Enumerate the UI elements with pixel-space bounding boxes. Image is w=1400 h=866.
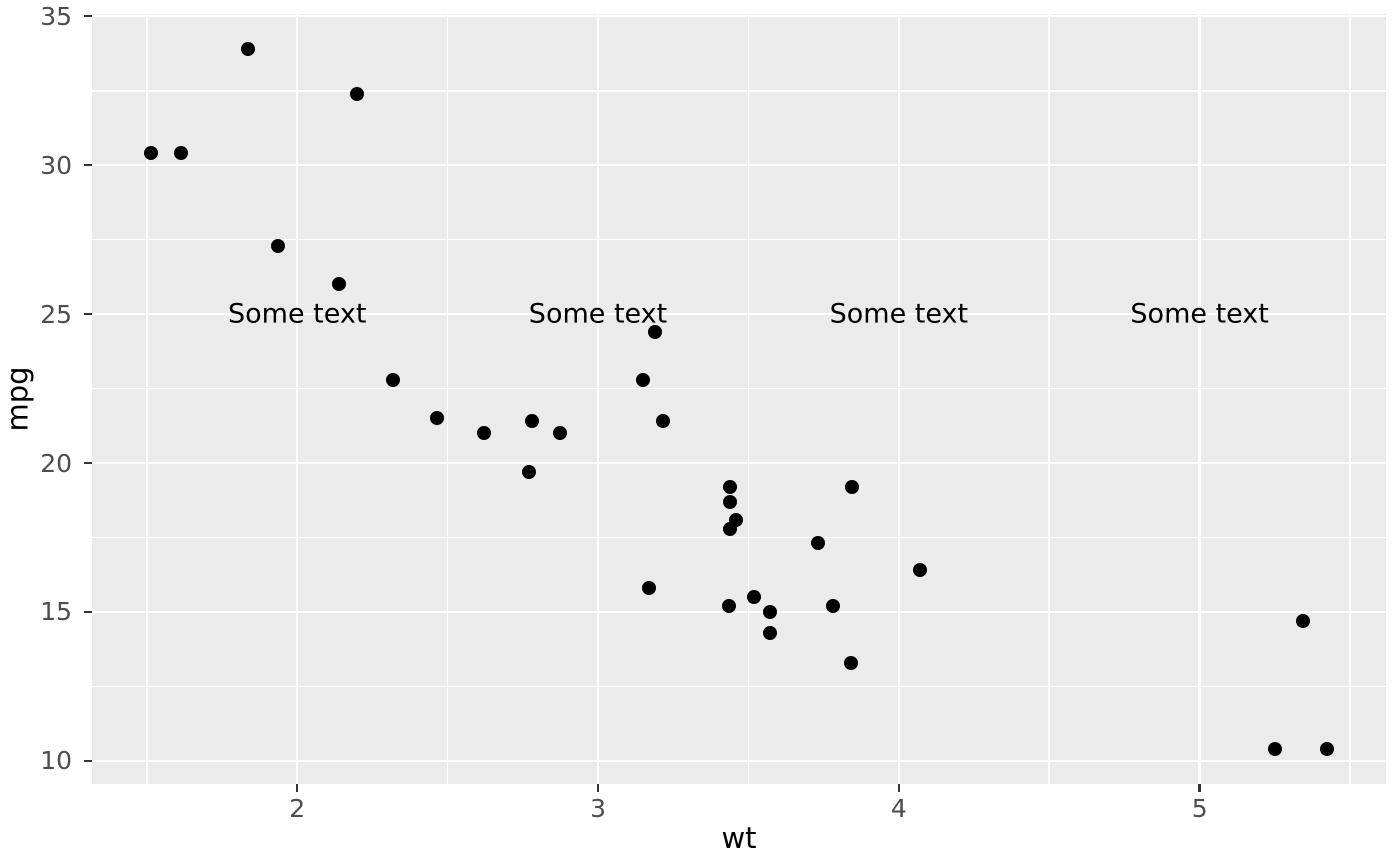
data-point bbox=[270, 238, 285, 253]
data-point bbox=[912, 563, 927, 578]
major-gridline-y bbox=[92, 14, 1386, 18]
data-point bbox=[174, 146, 189, 161]
x-tick-label: 3 bbox=[590, 794, 606, 823]
data-point bbox=[240, 42, 255, 56]
minor-gridlines bbox=[92, 14, 1386, 784]
data-point bbox=[762, 625, 777, 640]
minor-gridline-y bbox=[92, 536, 1386, 539]
x-tick-mark bbox=[897, 784, 901, 792]
x-tick-mark bbox=[295, 784, 299, 792]
major-gridline-y bbox=[92, 312, 1386, 316]
y-tick-label: 25 bbox=[40, 299, 72, 329]
data-point bbox=[1296, 613, 1311, 628]
x-tick-label: 5 bbox=[1191, 794, 1208, 823]
major-gridline-y bbox=[92, 759, 1386, 763]
major-gridline-x bbox=[596, 14, 600, 784]
y-tick-mark bbox=[84, 163, 92, 167]
plot-panel: Some text Some text Some text Some text bbox=[92, 14, 1386, 784]
minor-gridline-y bbox=[92, 387, 1386, 390]
annotation-label: Some text bbox=[528, 298, 668, 330]
annotation-label: Some text bbox=[228, 298, 367, 330]
major-gridline-x bbox=[295, 14, 299, 784]
minor-gridline-x bbox=[1349, 14, 1351, 784]
data-point bbox=[430, 411, 445, 426]
minor-gridline-x bbox=[145, 14, 148, 784]
data-point bbox=[721, 599, 736, 614]
minor-gridline-x bbox=[747, 14, 750, 784]
minor-gridline-x bbox=[1048, 14, 1051, 784]
major-gridline-y bbox=[92, 163, 1386, 167]
x-axis-title: wt bbox=[721, 821, 757, 855]
x-tick-mark bbox=[596, 784, 600, 792]
x-tick-label: 2 bbox=[289, 794, 306, 823]
data-point bbox=[476, 426, 491, 441]
data-point bbox=[723, 521, 738, 536]
data-point bbox=[350, 86, 365, 101]
y-tick-label: 30 bbox=[40, 150, 72, 180]
y-tick-mark bbox=[84, 14, 92, 18]
y-tick-label: 15 bbox=[40, 597, 72, 627]
x-tick-label: 4 bbox=[890, 794, 907, 823]
data-point bbox=[723, 479, 738, 494]
y-tick-label: 35 bbox=[40, 1, 72, 31]
data-point bbox=[825, 599, 840, 614]
data-point bbox=[845, 479, 860, 494]
major-gridlines bbox=[92, 14, 1386, 784]
data-point bbox=[553, 426, 568, 441]
data-point bbox=[655, 414, 670, 429]
data-point bbox=[386, 372, 401, 387]
minor-gridline-y bbox=[92, 685, 1386, 688]
minor-gridline-x bbox=[446, 14, 449, 784]
major-gridline-y bbox=[92, 461, 1386, 465]
data-point bbox=[143, 146, 158, 161]
text-annotations: Some text Some text Some text Some text bbox=[92, 14, 1386, 784]
data-point bbox=[521, 464, 536, 479]
major-gridline-x bbox=[1198, 14, 1201, 784]
x-tick-mark bbox=[1198, 784, 1201, 792]
data-point bbox=[332, 277, 347, 292]
y-tick-mark bbox=[84, 610, 92, 614]
data-point bbox=[1267, 742, 1282, 756]
annotation-label: Some text bbox=[1130, 298, 1269, 330]
data-point bbox=[843, 655, 858, 670]
data-point bbox=[636, 372, 651, 387]
y-tick-mark bbox=[84, 312, 92, 316]
major-gridline-x bbox=[897, 14, 901, 784]
y-tick-mark bbox=[84, 461, 92, 465]
data-point bbox=[524, 414, 539, 429]
annotation-label: Some text bbox=[829, 298, 969, 330]
data-points bbox=[92, 14, 1386, 784]
y-tick-mark bbox=[84, 759, 92, 763]
data-point bbox=[810, 536, 825, 551]
y-axis-title: mpg bbox=[0, 366, 35, 432]
minor-gridline-y bbox=[92, 89, 1386, 92]
data-point bbox=[642, 581, 657, 596]
minor-gridline-y bbox=[92, 238, 1386, 241]
y-tick-label: 20 bbox=[40, 448, 72, 478]
y-tick-label: 10 bbox=[40, 746, 72, 776]
major-gridline-y bbox=[92, 610, 1386, 614]
data-point bbox=[648, 324, 663, 339]
data-point bbox=[723, 494, 738, 509]
data-point bbox=[1320, 742, 1335, 756]
data-point bbox=[747, 590, 762, 605]
data-point bbox=[762, 604, 777, 619]
